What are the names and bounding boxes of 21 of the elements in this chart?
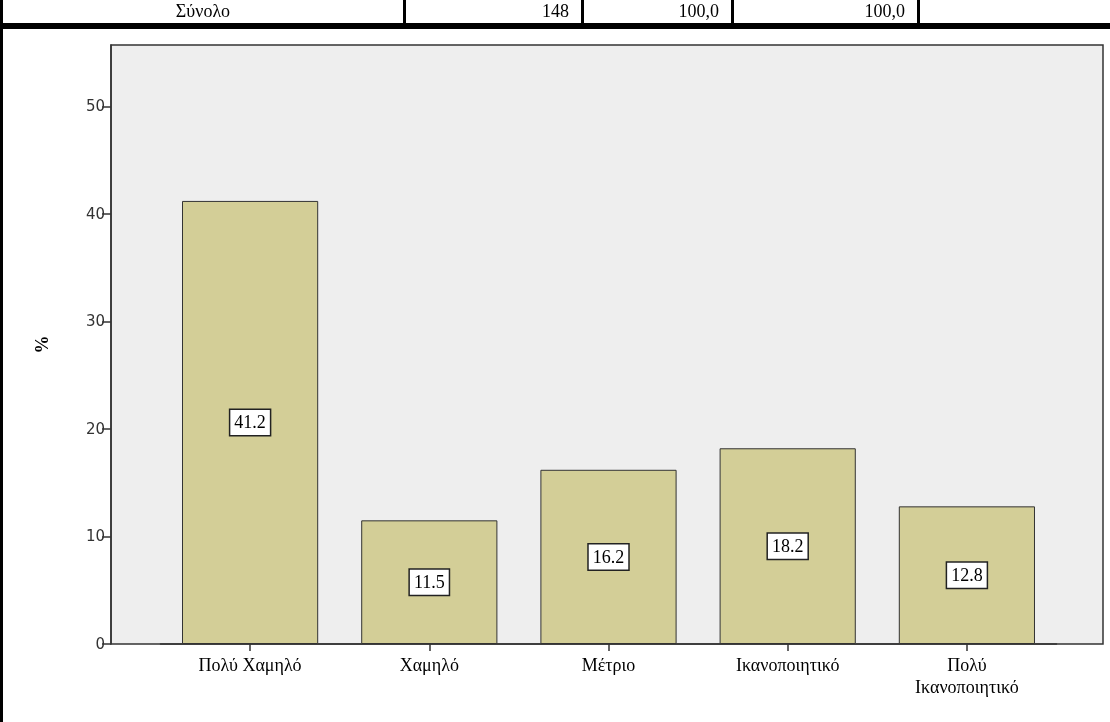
text: 100,0: [584, 0, 734, 23]
x-tick-label: Ικανοποιητικό: [735, 655, 840, 675]
text: 100,0: [734, 0, 920, 23]
text: 148: [406, 0, 584, 23]
data-label: 18.2: [771, 536, 804, 557]
y-axis-title: %: [32, 335, 52, 354]
y-tick-label: 40: [85, 204, 105, 223]
y-tick-label: 0: [95, 635, 105, 653]
x-tick-label: Χαμηλό: [399, 655, 459, 675]
y-tick-label: 20: [85, 419, 105, 438]
x-tick-label: Πολύ Χαμηλό: [198, 655, 302, 675]
y-tick-label: 10: [85, 527, 105, 546]
data-label: 11.5: [413, 572, 445, 593]
y-tick-label: 30: [85, 312, 105, 331]
data-label: 12.8: [951, 565, 983, 586]
data-label: 41.2: [234, 412, 266, 433]
text: Σύνολο: [3, 0, 406, 23]
y-tick-label: 50: [85, 97, 105, 116]
data-label: 16.2: [592, 546, 625, 567]
x-tick-label: Πολύ Ικανοποιητικό: [915, 655, 1019, 697]
x-tick-label: Μέτριο: [581, 655, 636, 675]
